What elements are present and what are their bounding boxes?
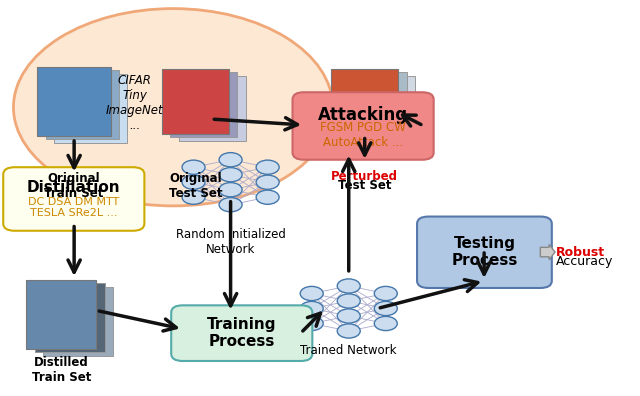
Circle shape	[337, 324, 360, 338]
FancyBboxPatch shape	[179, 76, 246, 141]
FancyBboxPatch shape	[45, 70, 119, 139]
FancyBboxPatch shape	[26, 280, 97, 349]
Text: Distilled
Train Set: Distilled Train Set	[31, 356, 91, 384]
FancyBboxPatch shape	[331, 69, 398, 134]
FancyBboxPatch shape	[37, 67, 111, 136]
Circle shape	[337, 309, 360, 323]
FancyBboxPatch shape	[3, 167, 145, 231]
FancyBboxPatch shape	[417, 217, 552, 288]
Circle shape	[256, 175, 279, 189]
Text: FGSM PGD CW
AutoAttack ...: FGSM PGD CW AutoAttack ...	[320, 121, 406, 148]
Text: Original
Test Set: Original Test Set	[169, 172, 222, 200]
Circle shape	[300, 316, 323, 331]
Text: Trained Network: Trained Network	[301, 344, 397, 357]
Polygon shape	[540, 244, 555, 260]
Circle shape	[219, 168, 242, 182]
Text: DC DSA DM MTT
TESLA SRe2L ...: DC DSA DM MTT TESLA SRe2L ...	[28, 197, 120, 219]
Text: Testing
Process: Testing Process	[451, 236, 518, 268]
Circle shape	[300, 301, 323, 316]
Circle shape	[374, 316, 397, 331]
Text: Robust: Robust	[556, 246, 605, 259]
FancyBboxPatch shape	[54, 74, 127, 143]
Circle shape	[182, 160, 205, 174]
FancyBboxPatch shape	[162, 69, 229, 134]
Circle shape	[374, 301, 397, 316]
Text: Original
Train Set: Original Train Set	[44, 172, 104, 200]
Circle shape	[219, 183, 242, 197]
Circle shape	[256, 160, 279, 174]
Text: Training
Process: Training Process	[207, 317, 276, 349]
FancyBboxPatch shape	[170, 72, 237, 137]
FancyBboxPatch shape	[331, 69, 398, 134]
FancyBboxPatch shape	[162, 69, 229, 134]
Circle shape	[300, 286, 323, 301]
Circle shape	[256, 190, 279, 204]
Text: Random Initialized
Network: Random Initialized Network	[175, 228, 285, 255]
FancyBboxPatch shape	[339, 72, 406, 137]
Circle shape	[182, 190, 205, 204]
Circle shape	[337, 294, 360, 308]
Circle shape	[182, 175, 205, 189]
FancyBboxPatch shape	[172, 305, 312, 361]
FancyBboxPatch shape	[292, 92, 434, 160]
FancyBboxPatch shape	[37, 67, 111, 136]
FancyBboxPatch shape	[43, 287, 113, 356]
FancyBboxPatch shape	[348, 76, 415, 141]
Circle shape	[374, 286, 397, 301]
Text: Test Set: Test Set	[338, 179, 392, 192]
Ellipse shape	[13, 9, 333, 206]
Text: Accuracy: Accuracy	[556, 255, 614, 268]
Circle shape	[219, 152, 242, 167]
Text: Perturbed: Perturbed	[332, 170, 398, 183]
FancyBboxPatch shape	[35, 284, 105, 352]
Text: Distillation: Distillation	[27, 181, 120, 196]
Text: Attacking: Attacking	[318, 106, 408, 124]
Circle shape	[219, 198, 242, 212]
FancyBboxPatch shape	[26, 280, 97, 349]
Text: CIFAR
Tiny
ImageNet
...: CIFAR Tiny ImageNet ...	[106, 74, 164, 132]
Circle shape	[337, 279, 360, 293]
